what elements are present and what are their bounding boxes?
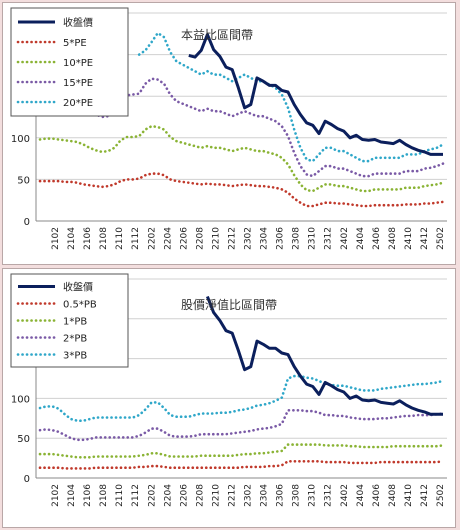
legend-label: 15*PE: [63, 78, 93, 89]
x-tick-label: 2104: [67, 227, 77, 250]
legend-label: 1*PB: [63, 317, 87, 328]
x-tick-label: 2408: [388, 484, 398, 507]
legend-box: [10, 273, 129, 368]
x-tick-label: 2202: [147, 227, 157, 250]
x-tick-label: 2412: [420, 484, 430, 507]
series-line-2: [38, 443, 445, 459]
series-line-3: [82, 77, 445, 178]
series-line-0: [206, 295, 443, 416]
x-tick-label: 2402: [340, 227, 350, 250]
y-tick-label: 0: [24, 474, 30, 485]
series-line-1: [38, 460, 445, 470]
series-line-1: [38, 172, 445, 208]
chart-title: 本益比區間帶: [181, 28, 253, 42]
x-tick-label: 2402: [340, 484, 350, 507]
x-tick-label: 2302: [244, 227, 254, 250]
legend-label: 2*PB: [63, 334, 87, 345]
pb-band-chart-panel: 0501001502002502102210421062108211021122…: [2, 268, 456, 528]
x-tick-label: 2106: [83, 227, 93, 250]
x-tick-label: 2212: [227, 227, 237, 250]
x-tick-label: 2304: [260, 484, 270, 507]
x-tick-label: 2306: [276, 227, 286, 250]
x-tick-label: 2406: [372, 484, 382, 507]
legend-label: 3*PB: [63, 351, 87, 362]
x-tick-label: 2406: [372, 227, 382, 250]
x-tick-label: 2412: [420, 227, 430, 250]
pe-band-chart-panel: 0501001502002502102210421062108211021122…: [2, 2, 456, 265]
y-tick-label: 0: [24, 217, 30, 228]
legend-label: 0.5*PB: [63, 300, 97, 311]
x-tick-label: 2404: [356, 484, 366, 507]
legend-label: 收盤價: [63, 281, 93, 294]
x-tick-label: 2210: [211, 227, 221, 250]
legend-label: 20*PE: [63, 98, 93, 109]
x-tick-label: 2206: [179, 484, 189, 507]
x-tick-label: 2206: [179, 227, 189, 250]
x-tick-label: 2204: [163, 484, 173, 507]
pe-band-chart: 0501001502002502102210421062108211021122…: [10, 7, 447, 250]
legend-label: 10*PE: [63, 58, 93, 69]
x-tick-label: 2204: [163, 227, 173, 250]
x-tick-label: 2304: [260, 227, 270, 250]
x-tick-label: 2208: [195, 484, 205, 507]
x-tick-label: 2310: [308, 484, 318, 507]
x-tick-label: 2112: [131, 227, 141, 250]
chart-title: 股價淨值比區間帶: [181, 297, 277, 312]
series-line-3: [38, 409, 445, 442]
x-tick-label: 2308: [292, 227, 302, 250]
y-tick-label: 50: [17, 434, 30, 445]
x-tick-label: 2110: [115, 484, 125, 507]
legend-label: 5*PE: [63, 38, 87, 49]
x-tick-label: 2302: [244, 484, 254, 507]
x-tick-label: 2312: [324, 227, 334, 250]
x-tick-label: 2210: [211, 484, 221, 507]
y-tick-label: 100: [11, 134, 30, 145]
x-tick-label: 2502: [436, 227, 446, 250]
x-tick-label: 2108: [99, 484, 109, 507]
x-tick-label: 2410: [404, 484, 414, 507]
x-tick-label: 2202: [147, 484, 157, 507]
x-tick-label: 2102: [51, 227, 61, 250]
x-tick-label: 2312: [324, 484, 334, 507]
x-tick-label: 2310: [308, 227, 318, 250]
x-tick-label: 2104: [67, 484, 77, 507]
x-tick-label: 2408: [388, 227, 398, 250]
x-tick-label: 2308: [292, 484, 302, 507]
legend-box: [10, 7, 129, 117]
x-tick-label: 2208: [195, 227, 205, 250]
x-tick-label: 2112: [131, 484, 141, 507]
pb-band-chart: 0501001502002502102210421062108211021122…: [10, 273, 447, 507]
y-tick-label: 50: [17, 175, 30, 186]
x-tick-label: 2102: [51, 484, 61, 507]
series-line-0: [188, 33, 443, 156]
x-tick-label: 2502: [436, 484, 446, 507]
x-tick-label: 2110: [115, 227, 125, 250]
x-tick-label: 2404: [356, 227, 366, 250]
x-tick-label: 2410: [404, 227, 414, 250]
x-tick-label: 2306: [276, 484, 286, 507]
x-tick-label: 2212: [227, 484, 237, 507]
y-tick-label: 100: [11, 394, 30, 405]
x-tick-label: 2108: [99, 227, 109, 250]
x-tick-label: 2106: [83, 484, 93, 507]
series-line-4: [38, 374, 445, 422]
legend-label: 收盤價: [63, 16, 93, 29]
series-line-2: [38, 124, 445, 193]
